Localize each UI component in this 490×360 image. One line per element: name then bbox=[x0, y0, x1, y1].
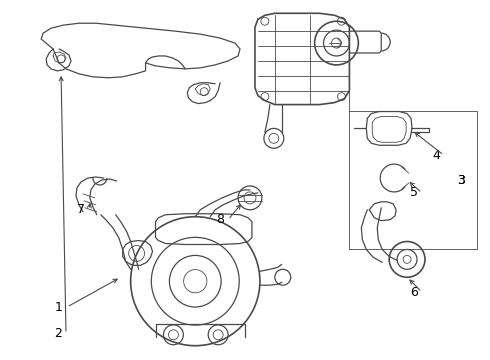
Text: 2: 2 bbox=[54, 327, 62, 340]
Text: 6: 6 bbox=[410, 285, 418, 299]
Text: 3: 3 bbox=[457, 174, 465, 186]
Text: 1: 1 bbox=[55, 301, 63, 314]
Text: 4: 4 bbox=[432, 149, 440, 162]
Text: 5: 5 bbox=[410, 186, 418, 199]
Text: 3: 3 bbox=[457, 174, 465, 186]
Text: 7: 7 bbox=[77, 203, 85, 216]
Text: 8: 8 bbox=[216, 213, 224, 226]
